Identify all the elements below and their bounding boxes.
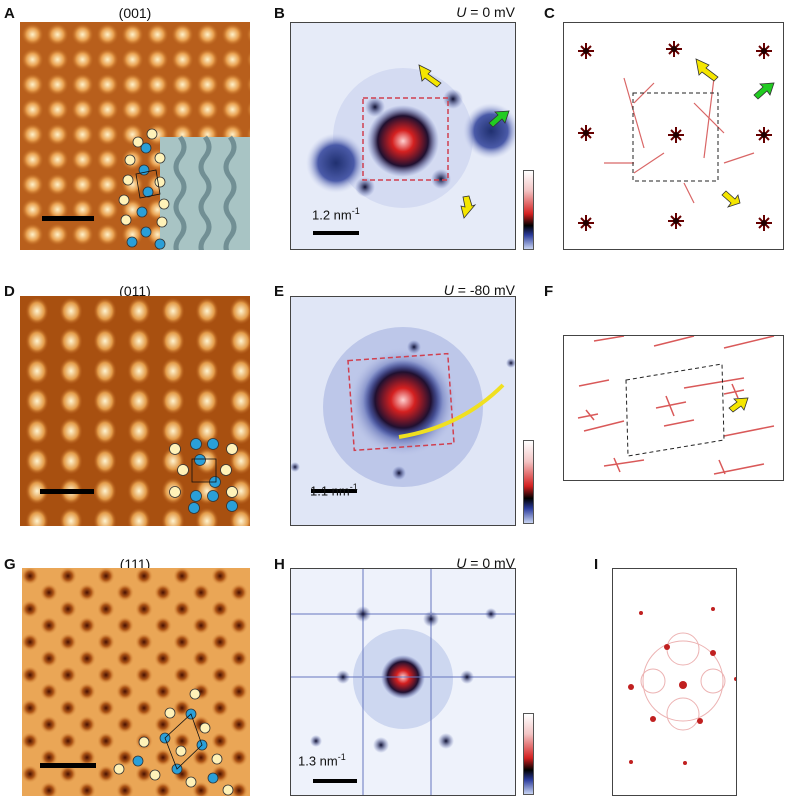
yellow-arrow-icon <box>460 195 477 219</box>
yellow-arrow-icon <box>728 397 749 413</box>
simulated-fft-i <box>612 568 737 796</box>
panel-title-a: (001) <box>118 5 152 21</box>
panel-label-h: H <box>274 556 285 573</box>
atom-model <box>169 438 238 514</box>
scale-label-h: 1.3 nm-1 <box>298 752 346 769</box>
voltage-label-h: U = 0 mV <box>456 555 515 571</box>
scale-bar <box>313 779 357 783</box>
scale-label-e: 1.1 nm-1 <box>310 482 358 499</box>
voltage-label-e: U = -80 mV <box>443 282 515 298</box>
simulated-fft-f <box>563 335 784 481</box>
panel-label-c: C <box>544 5 555 22</box>
colorbar-e <box>523 440 534 524</box>
panel-label-b: B <box>274 5 285 22</box>
panel-label-i: I <box>594 556 599 573</box>
side-peak <box>306 133 366 193</box>
colorbar-h <box>523 713 534 795</box>
fft-image-b <box>290 22 516 250</box>
dashed-box <box>347 352 455 452</box>
panel-label-d: D <box>4 283 15 300</box>
dashed-box <box>632 92 719 182</box>
fft-image-h <box>290 568 516 796</box>
stm-image-111 <box>22 568 250 796</box>
diffraction-spots <box>577 336 775 475</box>
yellow-arrow-icon <box>721 190 741 208</box>
panel-label-a: A <box>4 5 15 22</box>
simulated-fft-c <box>563 22 784 250</box>
atom-model <box>118 128 170 250</box>
yellow-arrow-icon <box>695 58 719 82</box>
panel-label-g: G <box>4 556 16 573</box>
dashed-box <box>362 97 449 181</box>
atomic-lattice <box>20 296 250 526</box>
diffraction-spots <box>628 607 736 765</box>
panel-label-e: E <box>274 283 285 300</box>
yellow-curve <box>398 383 505 439</box>
green-arrow-icon <box>488 110 510 128</box>
central-peak <box>363 360 443 440</box>
atom-model <box>113 688 234 796</box>
green-arrow-icon <box>753 82 775 100</box>
scale-bar <box>313 231 359 235</box>
central-peak <box>367 105 439 177</box>
stm-image-001 <box>20 22 250 250</box>
scale-bar <box>40 489 94 494</box>
colorbar-b <box>523 170 534 250</box>
diffraction-spots <box>577 40 773 232</box>
stm-image-011 <box>20 296 250 526</box>
panel-label-f: F <box>544 283 554 300</box>
panel-title-d: (011) <box>119 283 151 299</box>
yellow-arrow-icon <box>418 64 442 88</box>
scale-bar <box>311 489 357 493</box>
scale-bar <box>42 216 94 221</box>
scale-label-b: 1.2 nm-1 <box>312 206 360 223</box>
voltage-label-b: U = 0 mV <box>456 4 515 20</box>
fft-image-e <box>290 296 516 526</box>
dashed-box <box>625 363 725 457</box>
scale-bar <box>40 763 96 768</box>
